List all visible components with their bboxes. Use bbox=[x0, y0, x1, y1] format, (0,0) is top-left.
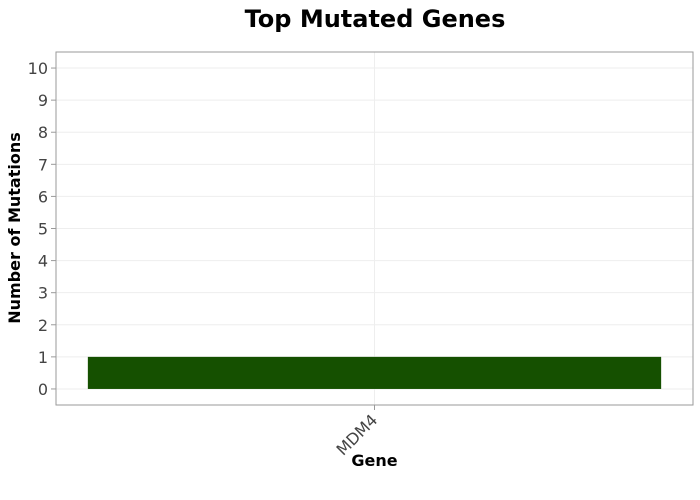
bars bbox=[87, 356, 662, 389]
y-tick-label: 4 bbox=[38, 252, 48, 271]
y-tick-label: 5 bbox=[38, 220, 48, 239]
y-tick-label: 1 bbox=[38, 348, 48, 367]
y-tick-label: 0 bbox=[38, 380, 48, 399]
y-axis-title: Number of Mutations bbox=[5, 132, 24, 324]
y-tick-label: 9 bbox=[38, 91, 48, 110]
chart-title: Top Mutated Genes bbox=[245, 5, 506, 33]
y-tick-label: 7 bbox=[38, 155, 48, 174]
x-axis-title: Gene bbox=[351, 451, 397, 470]
y-tick-label: 6 bbox=[38, 187, 48, 206]
y-axis: 0 1 2 3 4 5 6 7 8 9 10 bbox=[28, 59, 56, 399]
grid bbox=[56, 52, 693, 405]
bar bbox=[87, 356, 662, 389]
y-tick-label: 8 bbox=[38, 123, 48, 142]
y-tick-label: 2 bbox=[38, 316, 48, 335]
y-tick-label: 3 bbox=[38, 284, 48, 303]
y-tick-label: 10 bbox=[28, 59, 48, 78]
